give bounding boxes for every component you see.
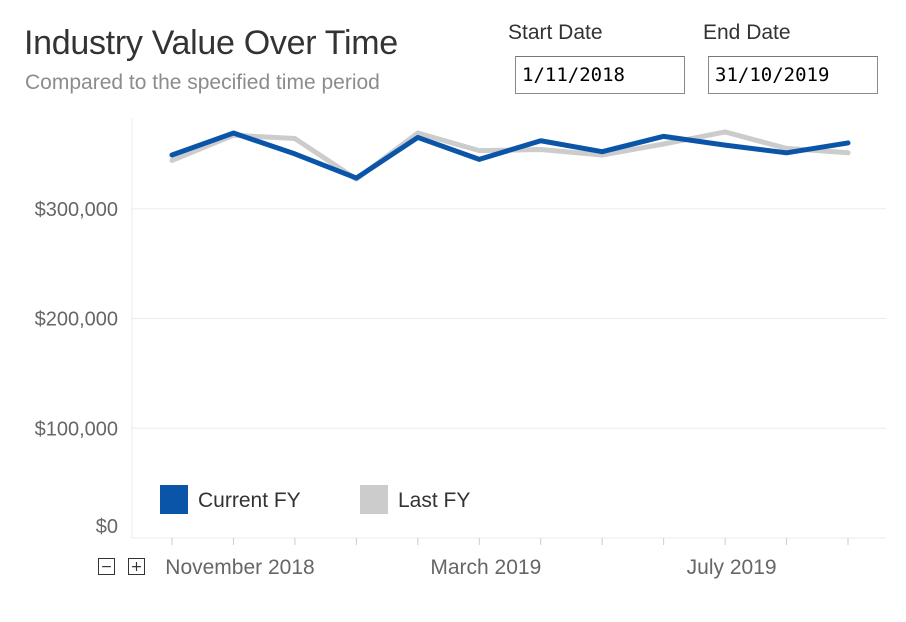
zoom-in-button[interactable]: +	[128, 558, 145, 575]
start-date-label: Start Date	[508, 21, 603, 44]
series-line-last-fy	[169, 129, 851, 182]
end-date-label: End Date	[703, 21, 791, 44]
zoom-out-button[interactable]: −	[98, 558, 115, 575]
chart-title: Industry Value Over Time	[24, 24, 398, 62]
legend-label: Last FY	[398, 489, 470, 512]
x-tick-label: March 2019	[430, 556, 541, 579]
legend-label: Current FY	[198, 489, 301, 512]
y-tick-label: $300,000	[35, 199, 118, 221]
y-tick-label: $0	[96, 516, 118, 538]
start-date-input[interactable]	[515, 56, 685, 94]
legend-swatch	[360, 485, 388, 514]
x-tick-label: July 2019	[687, 556, 777, 579]
chart-subtitle: Compared to the specified time period	[25, 71, 380, 94]
end-date-input[interactable]	[708, 56, 878, 94]
x-tick-label: November 2018	[165, 556, 314, 579]
y-tick-label: $100,000	[35, 418, 118, 440]
legend-swatch	[160, 485, 188, 514]
series-line-current-fy	[169, 130, 851, 181]
y-tick-label: $200,000	[35, 309, 118, 331]
